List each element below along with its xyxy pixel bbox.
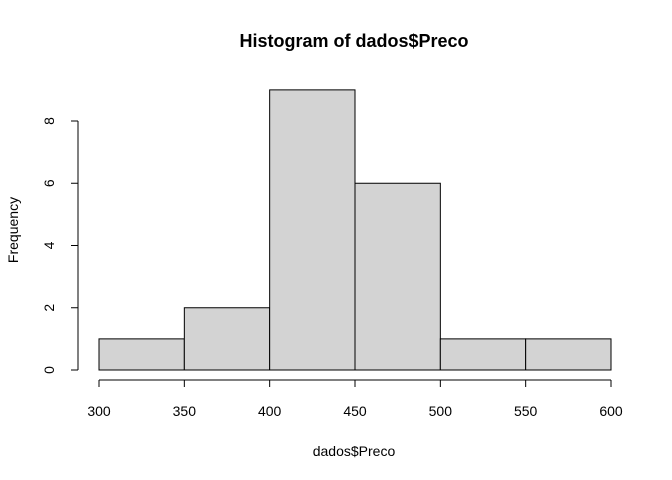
histogram-bar bbox=[354, 182, 441, 371]
x-axis-label: dados$Preco bbox=[313, 443, 396, 459]
y-axis-label: Frequency bbox=[5, 197, 21, 263]
histogram-bar bbox=[525, 338, 612, 371]
x-tick-label: 550 bbox=[514, 403, 538, 419]
y-tick-label: 8 bbox=[41, 117, 57, 125]
histogram-bar bbox=[439, 338, 527, 371]
histogram-bars bbox=[98, 89, 612, 371]
x-tick-label: 600 bbox=[599, 403, 623, 419]
x-tick-label: 400 bbox=[258, 403, 282, 419]
chart-title: Histogram of dados$Preco bbox=[239, 31, 468, 51]
histogram-bar bbox=[183, 307, 271, 371]
y-axis: 0 2 4 6 8 bbox=[41, 117, 79, 374]
x-tick-label: 300 bbox=[87, 403, 111, 419]
histogram-bar bbox=[269, 89, 356, 371]
x-tick-label: 450 bbox=[343, 403, 367, 419]
x-axis: 300 350 400 450 500 550 600 bbox=[87, 379, 623, 419]
y-tick-label: 6 bbox=[41, 179, 57, 187]
x-tick-label: 500 bbox=[429, 403, 453, 419]
histogram-bar bbox=[98, 338, 185, 371]
y-tick-label: 0 bbox=[41, 366, 57, 374]
x-tick-label: 350 bbox=[173, 403, 197, 419]
y-tick-label: 2 bbox=[41, 304, 57, 312]
y-tick-label: 4 bbox=[41, 241, 57, 249]
